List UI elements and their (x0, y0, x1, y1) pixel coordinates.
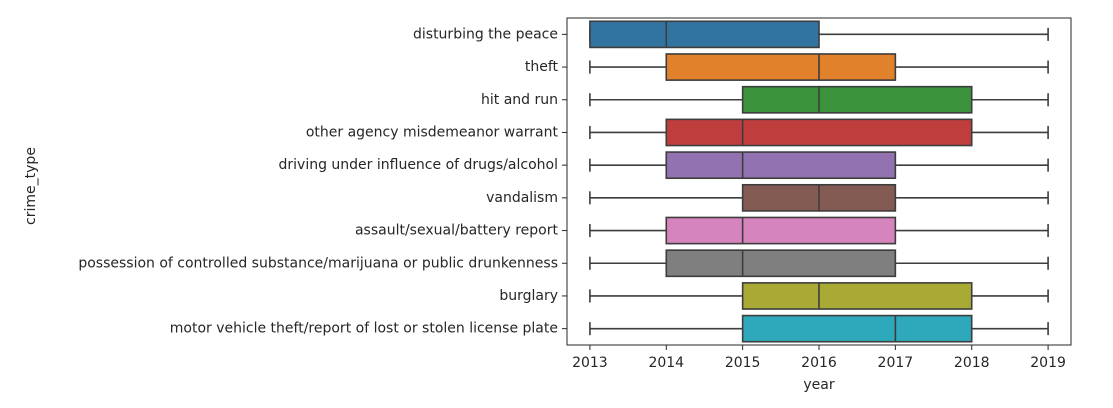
y-tick-label: other agency misdemeanor warrant (306, 124, 559, 140)
box-group (589, 314, 1049, 343)
x-tick-label: 2014 (648, 355, 684, 371)
box-group (589, 282, 1049, 310)
box-group (589, 53, 1049, 81)
box (589, 20, 820, 49)
y-tick-label: hit and run (481, 92, 558, 108)
x-axis-label: year (803, 377, 834, 393)
y-tick-label: burglary (499, 288, 558, 304)
y-axis-tick-labels: disturbing the peace theft hit and run othe… (78, 26, 567, 337)
x-tick-label: 2017 (878, 355, 914, 371)
box (665, 151, 897, 180)
box (741, 314, 973, 343)
box-group (589, 183, 1049, 212)
y-tick-label: theft (525, 59, 559, 75)
box (665, 216, 897, 245)
y-tick-label: motor vehicle theft/report of lost or st… (170, 321, 558, 337)
y-tick-label: driving under influence of drugs/alcohol (279, 157, 559, 173)
box-group (589, 118, 1049, 147)
x-tick-label: 2013 (572, 355, 608, 371)
y-tick-label: possession of controlled substance/marij… (78, 255, 558, 271)
plot-area (589, 20, 1049, 343)
x-tick-label: 2015 (725, 355, 761, 371)
x-tick-label: 2018 (954, 355, 990, 371)
box-group (589, 151, 1049, 180)
x-tick-label: 2019 (1030, 355, 1066, 371)
x-axis-ticks: 2013 2014 2015 2016 2017 2018 2019 (572, 345, 1066, 371)
x-tick-label: 2016 (801, 355, 837, 371)
box (741, 282, 973, 310)
box-group (589, 216, 1049, 245)
box (741, 85, 973, 114)
box (665, 118, 973, 147)
y-tick-label: disturbing the peace (413, 26, 558, 42)
box-group (589, 20, 1049, 49)
y-axis-label: crime_type (23, 147, 39, 225)
box (665, 53, 897, 81)
y-tick-label: vandalism (486, 190, 558, 206)
box (665, 249, 897, 278)
box-group (589, 85, 1049, 114)
box-group (589, 249, 1049, 278)
y-tick-label: assault/sexual/battery report (355, 223, 559, 239)
